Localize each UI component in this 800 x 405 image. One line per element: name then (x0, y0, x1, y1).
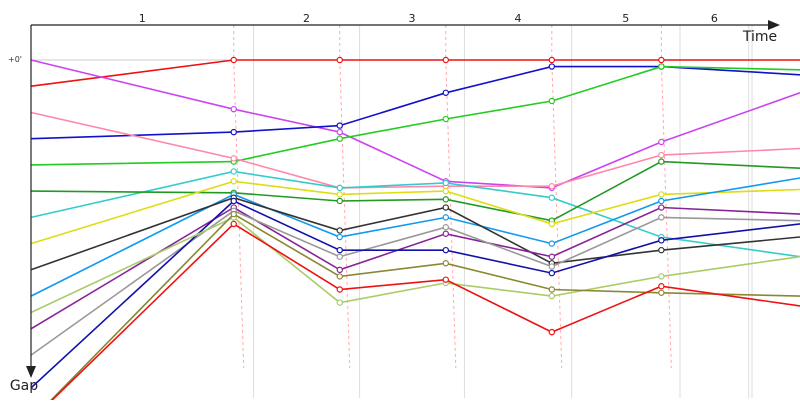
series-point (442, 89, 449, 96)
series-point (336, 122, 343, 129)
series-line (45, 213, 800, 405)
lap-labels: 1 2 3 4 5 6 (139, 12, 718, 25)
series-point (336, 184, 343, 192)
lap-marker-dash (660, 59, 672, 369)
series-point (442, 230, 449, 237)
series-point (658, 63, 665, 70)
series-point (336, 227, 343, 234)
series-point (548, 269, 556, 277)
series-point (658, 197, 665, 205)
series-point (658, 158, 665, 165)
series-point (548, 286, 556, 293)
series-point (230, 210, 237, 218)
series-point (442, 115, 449, 123)
series-point (442, 224, 449, 231)
series-point (442, 187, 449, 195)
series-lines (30, 56, 800, 405)
series-point (230, 105, 237, 113)
series-point (442, 204, 449, 211)
lap-marker-dash (339, 59, 351, 369)
lap-label: 6 (711, 12, 718, 25)
series-point (336, 273, 343, 280)
series-point (336, 191, 343, 198)
series-point (658, 138, 665, 146)
series-point (336, 56, 343, 64)
y-tick-label: +0' (8, 55, 22, 64)
series-line (30, 59, 800, 87)
axes: Time Gap +0' (8, 20, 780, 394)
series-point (548, 97, 556, 105)
series-point (336, 197, 343, 205)
series-point (230, 178, 237, 185)
lap-label: 3 (409, 12, 416, 25)
series-point (336, 266, 343, 274)
series-point (658, 237, 665, 244)
series-point (548, 292, 556, 300)
series-point (442, 56, 449, 64)
series-point (548, 194, 556, 201)
y-axis-label: Gap (10, 378, 38, 394)
lap-label: 4 (515, 12, 522, 25)
series-point (442, 214, 449, 221)
series-point (230, 128, 237, 136)
series-point (230, 220, 237, 228)
series-point (548, 63, 556, 70)
series-line (30, 65, 800, 140)
series-point (548, 328, 556, 336)
series-point (658, 289, 665, 296)
series-point (658, 273, 665, 280)
series-line (30, 65, 800, 166)
series-point (548, 56, 556, 64)
series-point (230, 155, 237, 162)
series-point (442, 260, 449, 267)
lap-marker-dash (551, 59, 563, 369)
lap-marker-dash (445, 59, 457, 369)
series-point (336, 135, 343, 142)
y-axis-arrow (26, 366, 36, 378)
series-point (548, 220, 556, 228)
series-point (548, 253, 556, 260)
lap-label: 1 (139, 12, 146, 25)
series-point (658, 56, 665, 64)
series-point (336, 299, 343, 306)
series-line (30, 111, 800, 189)
series-point (658, 246, 665, 254)
series-point (336, 233, 343, 241)
series-point (658, 214, 665, 221)
lap-label: 2 (303, 12, 310, 25)
x-axis-label: Time (742, 29, 777, 45)
series-point (442, 196, 449, 203)
series-line (30, 206, 800, 330)
lap-label: 5 (622, 12, 629, 25)
series-point (548, 240, 556, 247)
series-point (336, 286, 343, 293)
series-point (336, 128, 343, 136)
series-point (336, 246, 343, 254)
series-point (658, 151, 665, 159)
series-point (230, 197, 237, 205)
series-point (230, 168, 237, 175)
lap-marker-lines (233, 25, 672, 369)
series-point (548, 183, 556, 190)
lap-grid (31, 25, 800, 398)
series-point (442, 276, 449, 283)
series-point (658, 283, 665, 290)
series-point (548, 263, 556, 270)
series-point (336, 253, 343, 260)
series-point (230, 56, 237, 64)
series-point (658, 204, 665, 211)
series-point (658, 191, 665, 198)
x-axis-arrow (768, 20, 780, 30)
series-point (442, 246, 449, 254)
series-line (30, 216, 800, 314)
series-point (442, 179, 449, 187)
